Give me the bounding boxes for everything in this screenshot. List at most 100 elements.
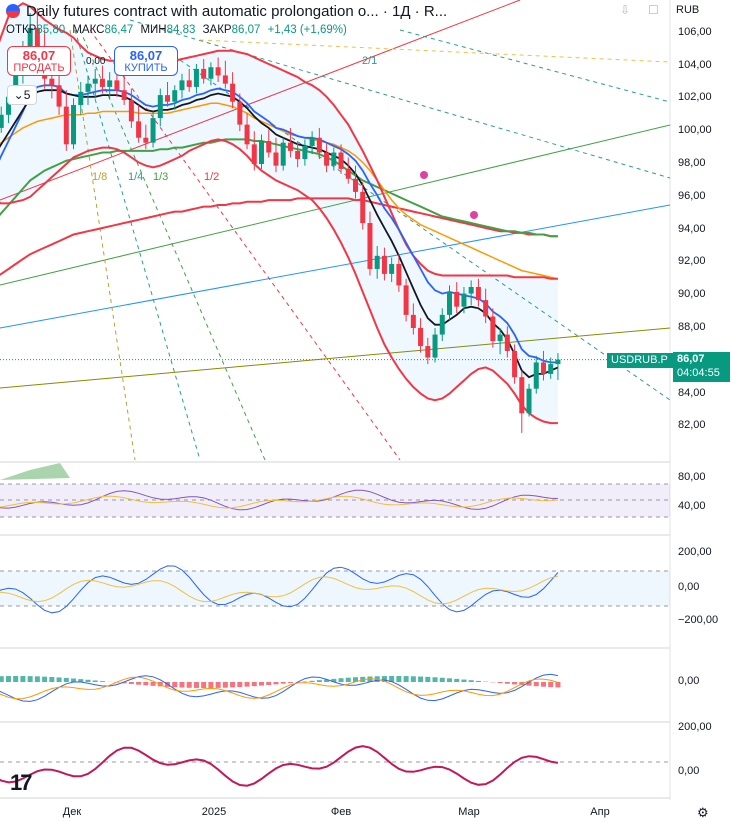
price-tick-label: 88,00	[678, 321, 706, 333]
macd-bar	[468, 680, 474, 682]
sell-price: 86,07	[22, 48, 56, 63]
macd-bar	[273, 682, 279, 685]
macd-bar	[186, 682, 192, 688]
symbol-price-tag: USDRUB.P	[607, 353, 675, 368]
macd-bar	[345, 677, 351, 682]
macd-bar	[193, 682, 199, 688]
macd-bar	[555, 682, 561, 688]
macd-bar	[526, 682, 532, 686]
candle-body	[432, 334, 438, 358]
macd-bar	[446, 678, 452, 682]
arrow-down-icon[interactable]: ⇩	[620, 3, 631, 17]
us-flag-icon	[6, 4, 20, 18]
signal-marker[interactable]	[470, 211, 478, 219]
open-value: 85,80	[36, 24, 66, 36]
macd-bar	[259, 682, 265, 686]
trend-line[interactable]	[129, 19, 671, 179]
macd-bar	[497, 682, 503, 684]
square-icon[interactable]: ☐	[648, 3, 659, 17]
trend-line[interactable]	[199, 39, 671, 63]
macd-bar	[512, 682, 518, 685]
cci-band	[0, 571, 670, 606]
trend-line[interactable]	[399, 29, 671, 103]
macd-bar	[0, 676, 4, 682]
candle-body	[0, 114, 4, 128]
fib-label-2-1: 2/1	[362, 55, 378, 67]
candle-body	[143, 137, 149, 143]
macd-bar	[266, 682, 272, 685]
trend-line[interactable]	[79, 29, 266, 461]
macd-bar	[172, 682, 178, 688]
fib-label-1-2: 1/2	[204, 171, 220, 183]
candle-body	[280, 142, 286, 166]
candle-body	[338, 152, 344, 169]
bollinger-upper-line	[0, 2, 558, 280]
ohlc-legend: ОТКР85,80 МАКС86,47 МИН84,83 ЗАКР86,07 +…	[6, 24, 351, 36]
candle-body	[266, 141, 272, 153]
candle-body	[71, 104, 77, 145]
buy-label: КУПИТЬ	[124, 62, 168, 74]
trend-line[interactable]	[0, 124, 671, 286]
buy-button[interactable]: 86,07 КУПИТЬ	[114, 46, 178, 76]
rsi-band	[0, 484, 670, 517]
trend-line[interactable]	[74, 29, 201, 461]
price-tick-label: 100,00	[678, 124, 712, 137]
macd-bar	[237, 682, 243, 688]
price-tick-label: 104,00	[678, 58, 712, 71]
trend-line[interactable]	[0, 327, 671, 389]
macd-bar	[78, 679, 84, 682]
candle-body	[454, 291, 460, 307]
macd-signal-line	[0, 676, 559, 700]
indicators-collapse-button[interactable]: ⌄5	[7, 85, 37, 105]
price-tick-label: 98,00	[678, 157, 706, 169]
open-label: ОТКР	[6, 24, 37, 36]
candle-body	[5, 96, 11, 115]
chevron-down-icon: ⌄	[13, 88, 24, 102]
sell-label: ПРОДАТЬ	[13, 62, 65, 74]
macd-bar	[432, 677, 438, 682]
macd-tick-0: 0,00	[678, 675, 700, 687]
candle-body	[215, 67, 221, 76]
last-price-tag: 86,07 04:04:55	[673, 352, 730, 382]
candle-body	[374, 255, 380, 269]
candle-body	[186, 80, 192, 87]
osc-tick-0: 0,00	[678, 765, 700, 777]
buy-price: 86,07	[129, 48, 163, 63]
macd-bar	[222, 682, 228, 688]
sell-button[interactable]: 86,07 ПРОДАТЬ	[7, 46, 71, 76]
symbol-title[interactable]: Daily futures contract with automatic pr…	[26, 2, 448, 20]
macd-bar	[85, 679, 91, 682]
candle-body	[461, 293, 467, 307]
cci-tick-neg200: −200,00	[678, 614, 719, 626]
macd-bar	[20, 676, 26, 682]
low-value: 84,83	[166, 24, 196, 36]
macd-bar	[136, 682, 142, 685]
settings-gear-icon[interactable]: ⚙	[697, 805, 709, 820]
macd-histogram	[0, 676, 561, 688]
macd-bar	[244, 682, 250, 687]
signal-marker[interactable]	[420, 171, 428, 179]
currency-label[interactable]: RUB	[676, 4, 700, 16]
rsi-tick-80: 80,00	[678, 471, 706, 483]
change-value: +1,43 (+1,69%)	[267, 24, 347, 36]
macd-bar	[418, 676, 424, 682]
macd-bar	[410, 676, 416, 682]
macd-bar	[331, 678, 337, 682]
candle-body	[367, 223, 373, 269]
candle-body	[114, 80, 120, 91]
close-label: ЗАКР	[202, 24, 232, 36]
cci-tick-0: 0,00	[678, 581, 700, 593]
candle-body	[157, 95, 163, 119]
tradingview-logo[interactable]: 17	[10, 770, 33, 795]
candle-body	[475, 287, 481, 301]
macd-bar	[92, 680, 98, 682]
macd-bar	[454, 678, 460, 682]
macd-bar	[461, 679, 467, 682]
price-tick-label: 106,00	[678, 25, 712, 38]
price-tick-label: 92,00	[678, 255, 706, 268]
trend-line[interactable]	[0, 0, 521, 201]
price-tick-label: 102,00	[678, 91, 712, 104]
macd-bar	[540, 682, 546, 687]
osc-tick-200: 200,00	[678, 721, 712, 733]
